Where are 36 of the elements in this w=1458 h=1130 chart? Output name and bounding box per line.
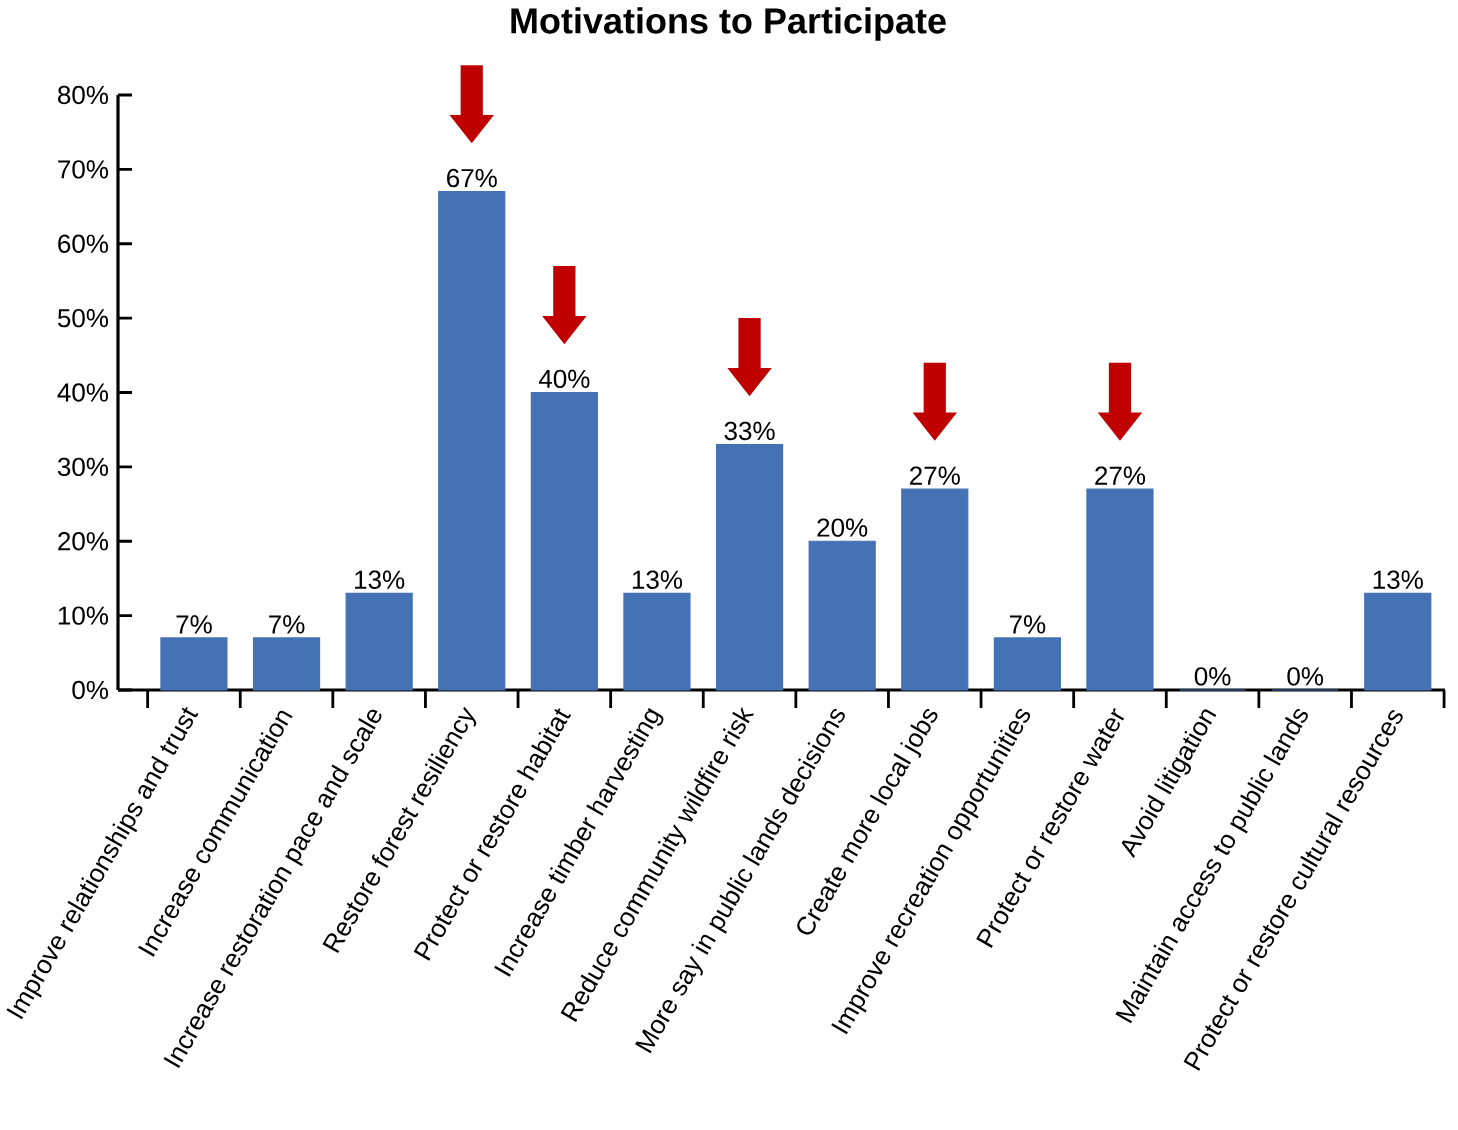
chart-title: Motivations to Participate xyxy=(511,7,946,41)
data-label: 33% xyxy=(724,421,775,441)
y-tick-label: 20% xyxy=(58,532,109,551)
data-label: 67% xyxy=(447,168,497,188)
bar xyxy=(530,391,598,691)
bar xyxy=(252,637,321,691)
bar xyxy=(345,592,413,691)
y-tick-label: 40% xyxy=(57,383,109,402)
bar xyxy=(623,592,691,691)
data-label: 7% xyxy=(269,615,305,634)
y-tick-label: 50% xyxy=(57,308,109,328)
y-tick-label: 60% xyxy=(58,234,109,253)
bar xyxy=(1364,592,1432,691)
y-tick-label: 80% xyxy=(58,85,109,105)
bar xyxy=(715,443,784,691)
data-label: 27% xyxy=(1095,466,1146,485)
bar xyxy=(1086,488,1154,691)
data-label: 27% xyxy=(910,466,960,485)
bar xyxy=(901,488,969,691)
data-label: 13% xyxy=(355,570,405,589)
data-label: 20% xyxy=(817,518,868,537)
y-tick-label: 70% xyxy=(58,160,109,179)
data-label: 13% xyxy=(632,570,683,589)
data-label: 0% xyxy=(1194,667,1231,686)
y-tick-label: 10% xyxy=(58,606,109,625)
bar xyxy=(993,637,1061,691)
bar xyxy=(438,191,506,691)
bar xyxy=(808,540,876,691)
data-label: 0% xyxy=(1287,667,1324,686)
y-tick-label: 30% xyxy=(57,457,109,477)
data-label: 13% xyxy=(1373,570,1423,589)
y-tick-label: 0% xyxy=(72,680,109,700)
data-label: 7% xyxy=(1009,615,1046,634)
data-label: 7% xyxy=(176,615,212,634)
data-label: 40% xyxy=(538,369,590,389)
bar xyxy=(160,637,228,691)
